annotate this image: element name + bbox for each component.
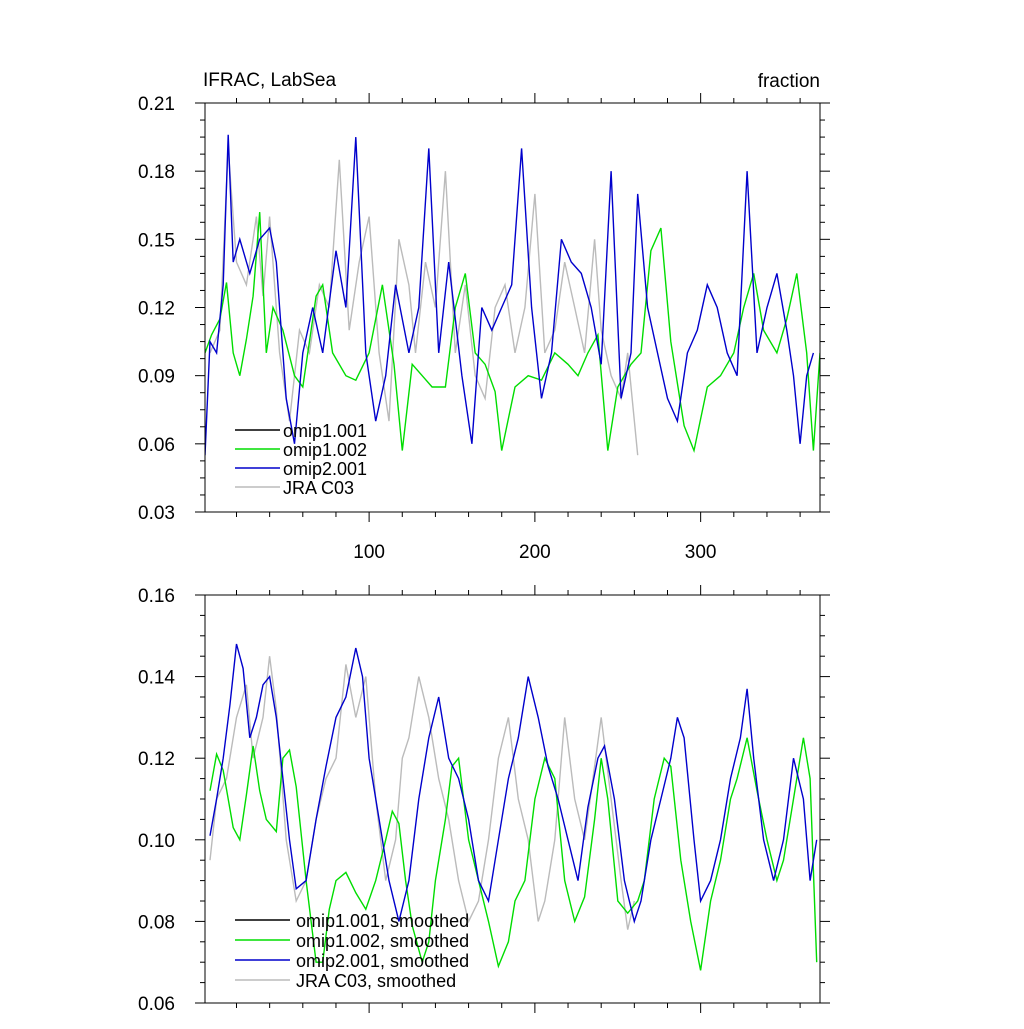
legend-label: JRA C03	[283, 478, 354, 498]
series-line-omip2-001	[205, 134, 815, 456]
legend-label: omip1.001	[283, 421, 367, 441]
x-tick-label: 200	[519, 542, 551, 563]
chart-title-right: fraction	[758, 71, 820, 92]
y-tick-label: 0.08	[138, 912, 175, 933]
legend-label: JRA C03, smoothed	[296, 971, 456, 991]
y-tick-label: 0.03	[138, 503, 175, 524]
legend-label: omip2.001, smoothed	[296, 951, 469, 971]
series-line-jra-c03	[209, 148, 639, 456]
x-tick-label: 100	[353, 542, 385, 563]
legend-label: omip2.001	[283, 459, 367, 479]
x-tick-label: 300	[685, 542, 717, 563]
chart-panel-top: 0.03 0.06 0.09 0.12 0.15 0.18 0.21 100 200 300 IFR…	[138, 70, 830, 563]
chart-panel-bottom: 0.06 0.08 0.10 0.12 0.14 0.16 omip1.001, smoot…	[138, 585, 830, 1015]
y-tick-label: 0.21	[138, 94, 175, 115]
y-tick-label: 0.09	[138, 367, 175, 388]
y-tick-label: 0.16	[138, 586, 175, 607]
chart-title-left: IFRAC, LabSea	[203, 70, 336, 91]
y-tick-label: 0.15	[138, 230, 175, 251]
y-tick-label: 0.12	[138, 299, 175, 320]
y-tick-label: 0.06	[138, 435, 175, 456]
legend-label: omip1.002, smoothed	[296, 931, 469, 951]
series-line-jra-c03-smoothed	[209, 656, 635, 930]
series-line-omip1-002	[205, 212, 820, 454]
y-tick-label: 0.14	[138, 668, 175, 689]
legend-label: omip1.002	[283, 440, 367, 460]
legend-label: omip1.001, smoothed	[296, 911, 469, 931]
series-line-omip2-001-smoothed	[209, 643, 818, 924]
series-line-omip1-002-smoothed	[209, 737, 818, 971]
y-tick-label: 0.06	[138, 994, 175, 1015]
y-tick-label: 0.18	[138, 162, 175, 183]
y-tick-label: 0.12	[138, 749, 175, 770]
y-tick-label: 0.10	[138, 831, 175, 852]
